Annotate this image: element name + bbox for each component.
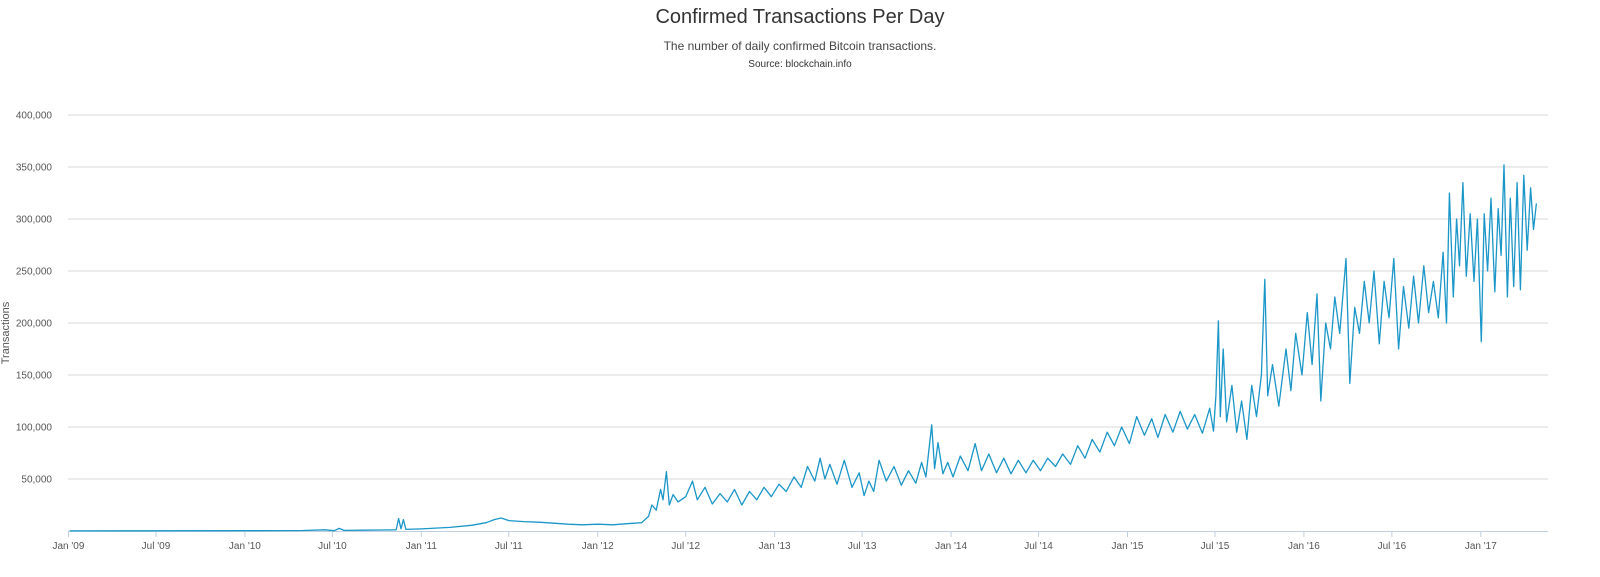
y-tick-label: 100,000 [16, 423, 53, 434]
y-tick-label: 150,000 [16, 371, 53, 382]
x-tick-label: Jul '09 [142, 541, 171, 552]
x-tick-label: Jul '10 [318, 541, 347, 552]
x-tick-label: Jan '10 [229, 541, 261, 552]
y-tick-label: 250,000 [16, 267, 53, 278]
x-tick-label: Jul '14 [1024, 541, 1053, 552]
y-axis-ticks: 50,000 100,000 150,000 200,000 250,000 300,00… [16, 111, 53, 486]
series-line [69, 164, 1538, 532]
x-tick-label: Jan '16 [1288, 541, 1320, 552]
x-tick-label: Jan '17 [1465, 541, 1497, 552]
y-tick-label: 400,000 [16, 111, 53, 122]
y-tick-label: 350,000 [16, 163, 53, 174]
x-tick-label: Jul '12 [671, 541, 700, 552]
x-tick-label: Jan '15 [1112, 541, 1144, 552]
y-axis-label: Transactions [0, 301, 12, 364]
x-tick-label: Jan '14 [935, 541, 967, 552]
x-tick-label: Jan '13 [759, 541, 791, 552]
y-tick-label: 300,000 [16, 215, 53, 226]
x-tick-label: Jul '11 [495, 541, 523, 552]
x-tick-label: Jan '09 [53, 541, 85, 552]
y-tick-label: 200,000 [16, 319, 53, 330]
y-tick-label: 50,000 [21, 475, 52, 486]
chart-subtitle: The number of daily confirmed Bitcoin tr… [663, 39, 937, 53]
chart-source: Source: blockchain.info [748, 59, 852, 70]
chart-title: Confirmed Transactions Per Day [655, 6, 945, 28]
x-tick-label: Jan '11 [406, 541, 438, 552]
x-tick-label: Jul '15 [1201, 541, 1230, 552]
gridlines [68, 114, 1548, 480]
x-axis-ticks: Jan '09 Jul '09 Jan '10 Jul '10 Jan '11 Jul '… [53, 531, 1497, 552]
x-tick-label: Jul '16 [1378, 541, 1407, 552]
x-tick-label: Jan '12 [582, 541, 614, 552]
x-tick-label: Jul '13 [848, 541, 877, 552]
